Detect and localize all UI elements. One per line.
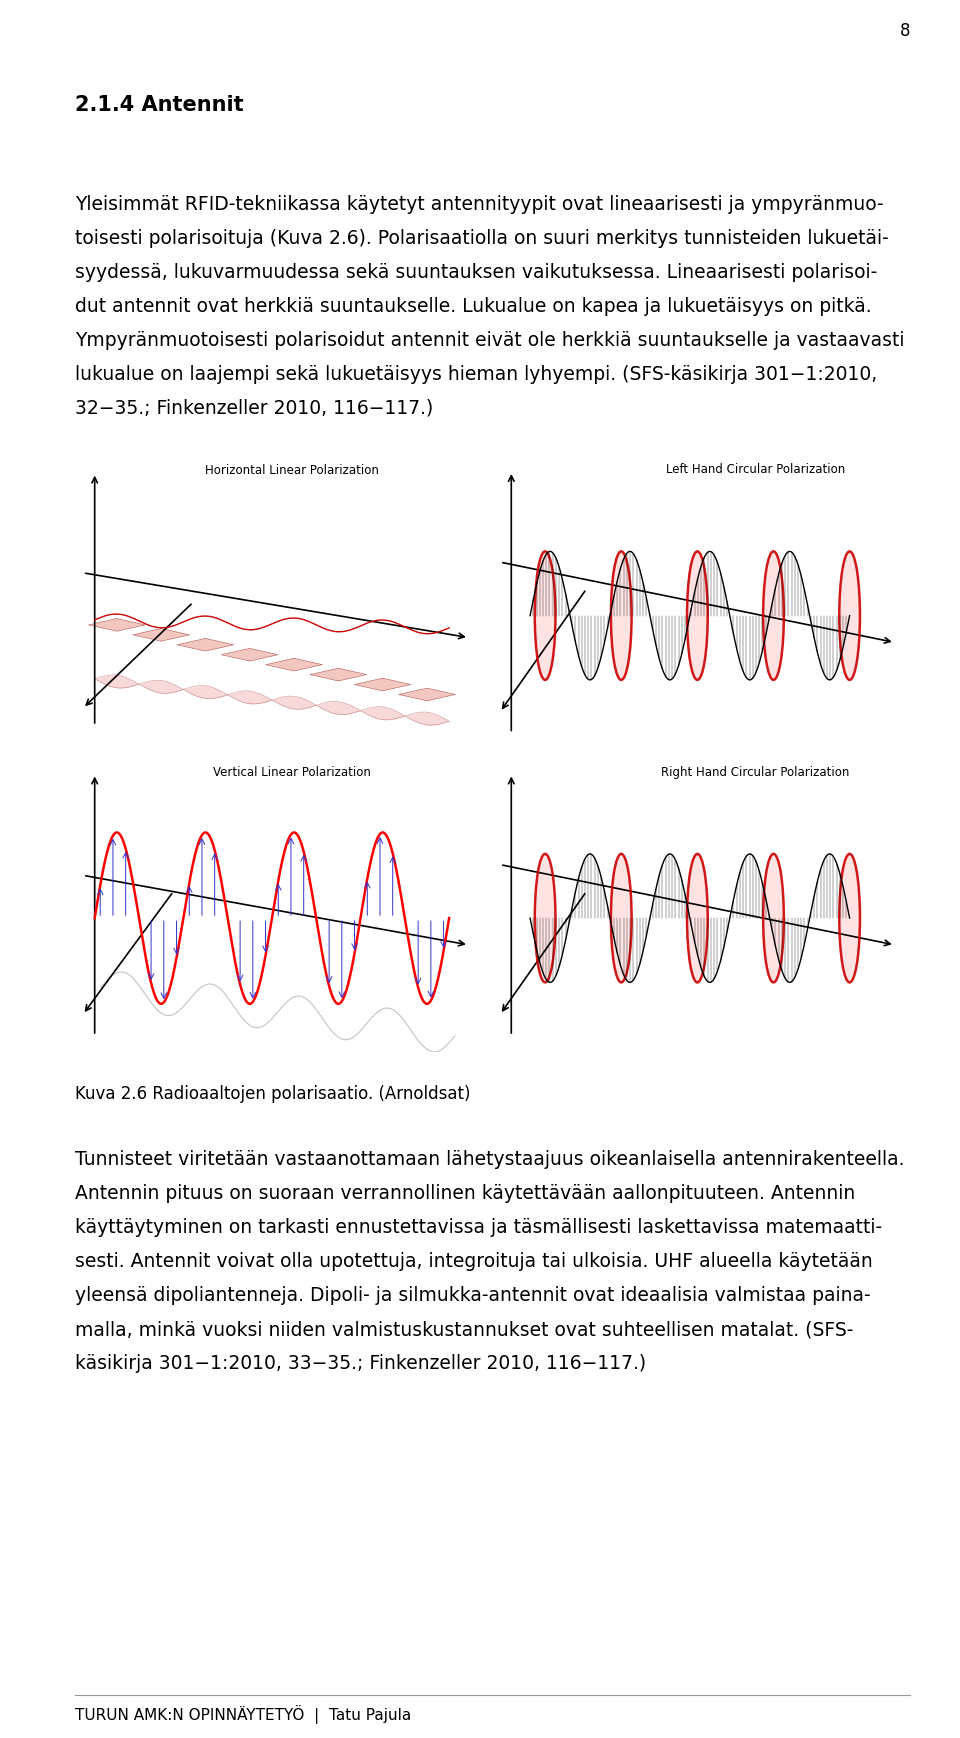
Text: malla, minkä vuoksi niiden valmistuskustannukset ovat suhteellisen matalat. (SFS: malla, minkä vuoksi niiden valmistuskust…: [75, 1319, 853, 1338]
Ellipse shape: [611, 551, 632, 680]
Text: 2.1.4 Antennit: 2.1.4 Antennit: [75, 96, 244, 115]
Text: käyttäytyminen on tarkasti ennustettavissa ja täsmällisesti laskettavissa matema: käyttäytyminen on tarkasti ennustettavis…: [75, 1218, 882, 1237]
Ellipse shape: [839, 551, 860, 680]
Text: Tunnisteet viritetään vastaanottamaan lähetystaajuus oikeanlaisella antenniraken: Tunnisteet viritetään vastaanottamaan lä…: [75, 1151, 904, 1170]
Text: Antennin pituus on suoraan verrannollinen käytettävään aallonpituuteen. Antennin: Antennin pituus on suoraan verrannolline…: [75, 1184, 855, 1203]
Polygon shape: [132, 629, 189, 641]
Ellipse shape: [839, 853, 860, 982]
Text: Ympyränmuotoisesti polarisoidut antennit eivät ole herkkiä suuntaukselle ja vast: Ympyränmuotoisesti polarisoidut antennit…: [75, 330, 904, 349]
Text: dut antennit ovat herkkiä suuntaukselle. Lukualue on kapea ja lukuetäisyys on pi: dut antennit ovat herkkiä suuntaukselle.…: [75, 297, 872, 316]
Text: sesti. Antennit voivat olla upotettuja, integroituja tai ulkoisia. UHF alueella : sesti. Antennit voivat olla upotettuja, …: [75, 1251, 873, 1270]
Text: toisesti polarisoituja (Kuva 2.6). Polarisaatiolla on suuri merkitys tunnisteide: toisesti polarisoituja (Kuva 2.6). Polar…: [75, 229, 889, 249]
Text: Left Hand Circular Polarization: Left Hand Circular Polarization: [666, 462, 845, 476]
Text: 8: 8: [900, 23, 910, 40]
Polygon shape: [266, 659, 323, 671]
Text: Horizontal Linear Polarization: Horizontal Linear Polarization: [204, 464, 378, 476]
Text: Vertical Linear Polarization: Vertical Linear Polarization: [213, 765, 371, 779]
Text: 32−35.; Finkenzeller 2010, 116−117.): 32−35.; Finkenzeller 2010, 116−117.): [75, 400, 433, 419]
Text: Right Hand Circular Polarization: Right Hand Circular Polarization: [661, 765, 850, 779]
Ellipse shape: [687, 551, 708, 680]
Ellipse shape: [763, 551, 783, 680]
Ellipse shape: [687, 853, 708, 982]
Ellipse shape: [535, 551, 556, 680]
Text: syydessä, lukuvarmuudessa sekä suuntauksen vaikutuksessa. Lineaarisesti polariso: syydessä, lukuvarmuudessa sekä suuntauks…: [75, 262, 877, 282]
Polygon shape: [398, 688, 455, 700]
Text: Kuva 2.6 Radioaaltojen polarisaatio. (Arnoldsat): Kuva 2.6 Radioaaltojen polarisaatio. (Ar…: [75, 1085, 470, 1104]
Text: yleensä dipoliantenneja. Dipoli- ja silmukka-antennit ovat ideaalisia valmistaa : yleensä dipoliantenneja. Dipoli- ja silm…: [75, 1286, 871, 1305]
Polygon shape: [354, 678, 411, 692]
Ellipse shape: [535, 853, 556, 982]
Text: Yleisimmät RFID-tekniikassa käytetyt antennityypit ovat lineaarisesti ja ympyrän: Yleisimmät RFID-tekniikassa käytetyt ant…: [75, 195, 883, 214]
Ellipse shape: [611, 853, 632, 982]
Text: lukualue on laajempi sekä lukuetäisyys hieman lyhyempi. (SFS-käsikirja 301−1:201: lukualue on laajempi sekä lukuetäisyys h…: [75, 365, 877, 384]
Polygon shape: [222, 648, 278, 660]
Polygon shape: [177, 638, 234, 652]
Text: käsikirja 301−1:2010, 33−35.; Finkenzeller 2010, 116−117.): käsikirja 301−1:2010, 33−35.; Finkenzell…: [75, 1354, 646, 1373]
Polygon shape: [88, 619, 145, 631]
Text: TURUN AMK:N OPINNÄYTETYÖ  |  Tatu Pajula: TURUN AMK:N OPINNÄYTETYÖ | Tatu Pajula: [75, 1705, 411, 1724]
Polygon shape: [310, 667, 367, 681]
Ellipse shape: [763, 853, 783, 982]
